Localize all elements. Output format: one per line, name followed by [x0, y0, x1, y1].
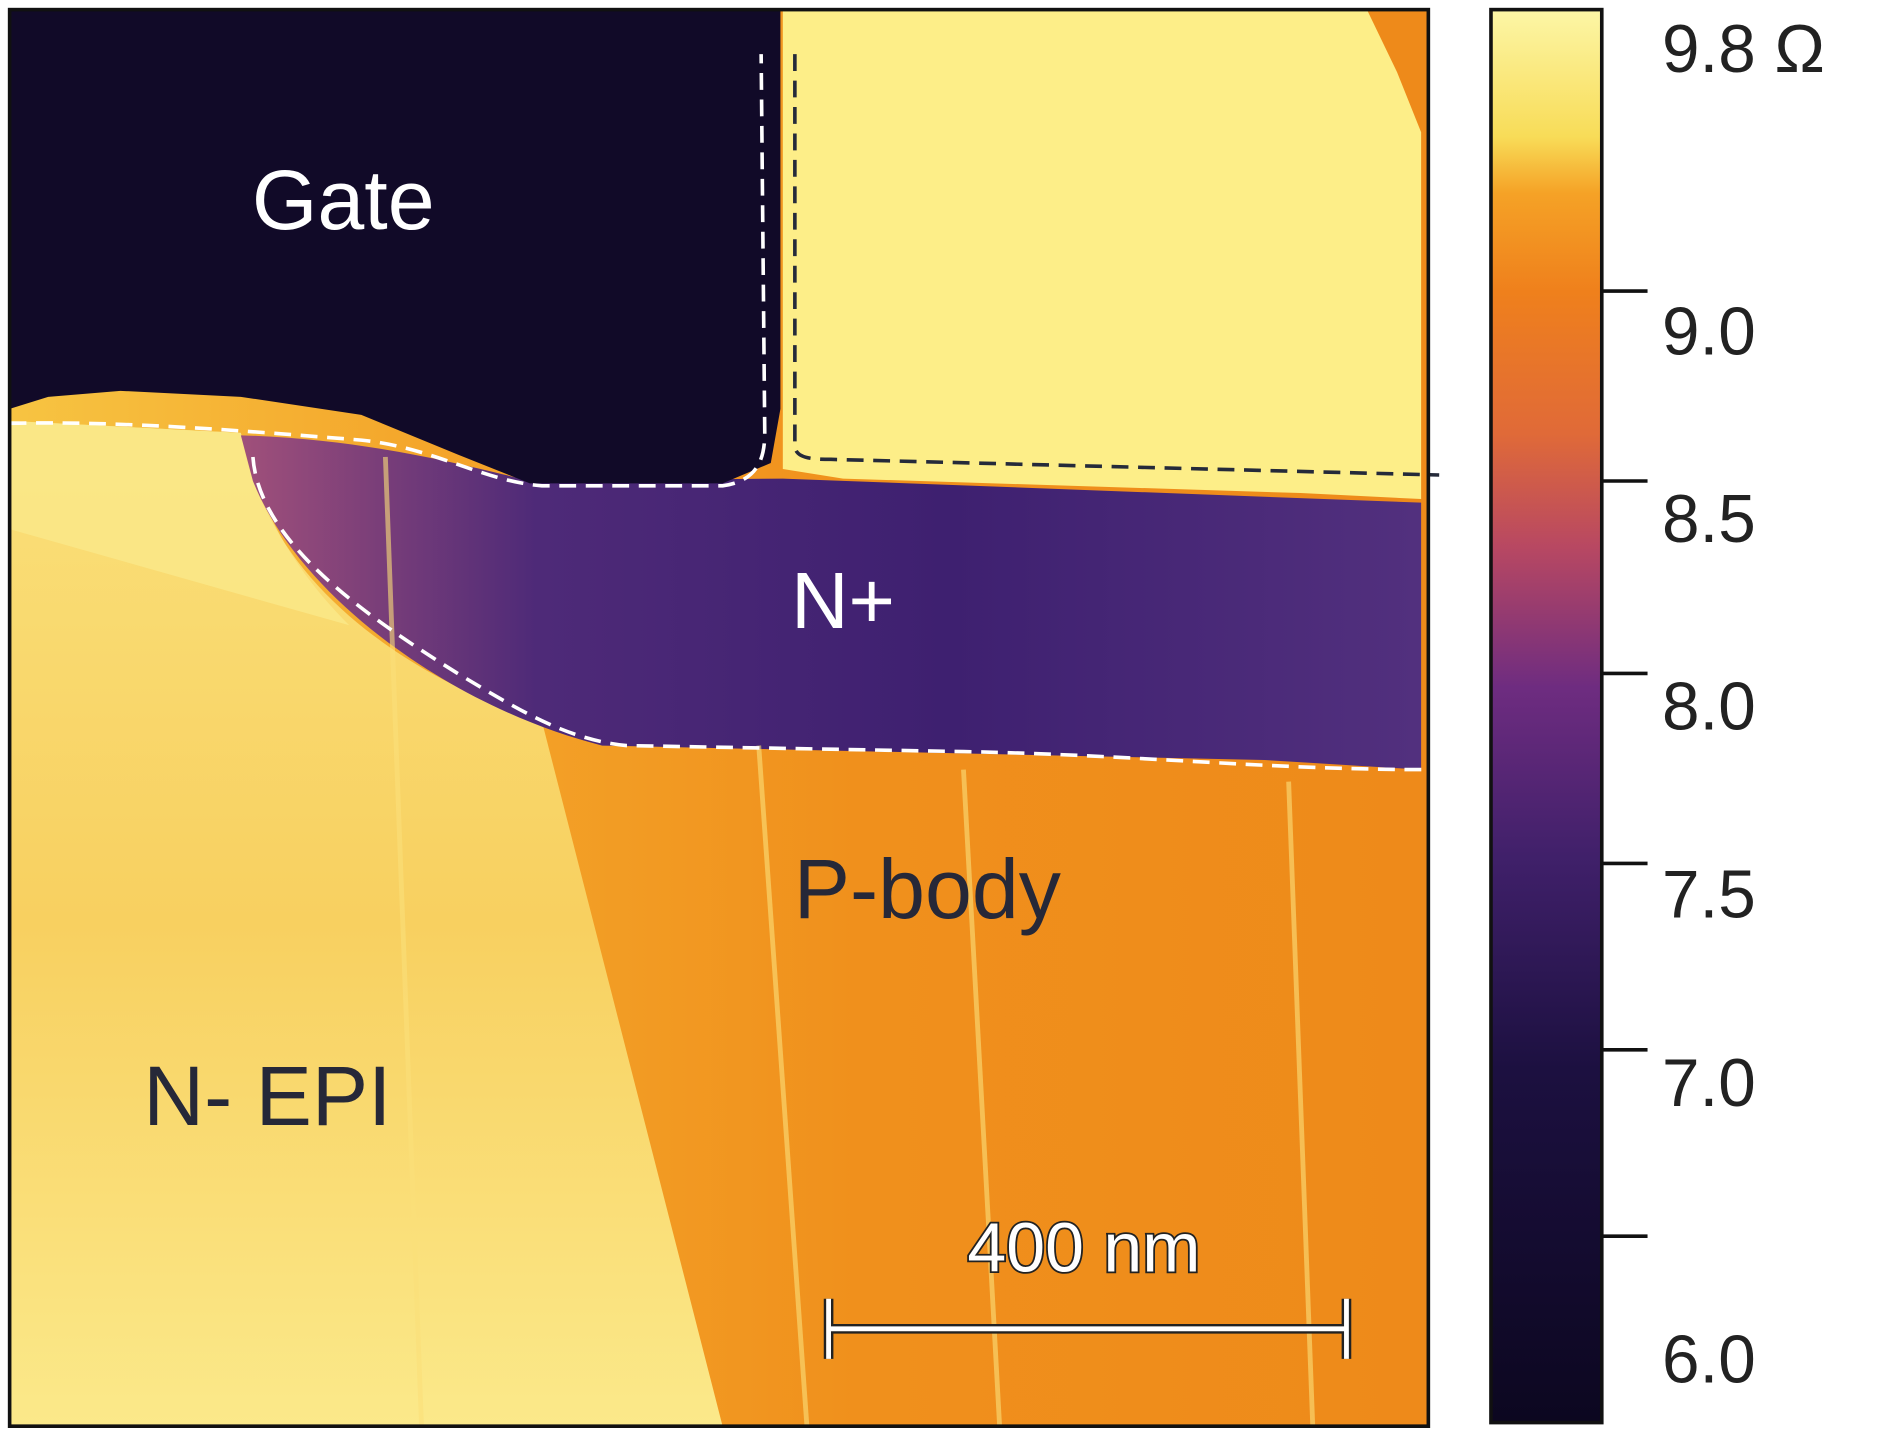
colorbar-label: 7.5: [1662, 857, 1756, 932]
streaks: [382, 456, 1316, 1427]
colorbar: 9.8 Ω 9.0 8.5 8.0 7.5 7.0 6.0: [1489, 7, 1825, 1425]
scale-bar-label: 400 nm: [967, 1208, 1200, 1286]
n-epi-top: [9, 420, 350, 626]
n-epi-label: N- EPI: [143, 1049, 391, 1143]
scale-bar: [826, 1298, 1349, 1359]
gate-label: Gate: [252, 153, 435, 247]
map: Gate N+ P-body N- EPI 400 nm: [7, 7, 1440, 1428]
colorbar-gradient: [1489, 7, 1604, 1425]
map-frame: [7, 7, 1431, 1428]
n-plus-label: N+: [791, 556, 895, 645]
colorbar-label: 6.0: [1662, 1323, 1756, 1398]
colorbar-label: 8.0: [1662, 670, 1756, 745]
colorbar-ticks: [1601, 289, 1648, 1238]
colorbar-labels: 9.8 Ω 9.0 8.5 8.0 7.5 7.0 6.0: [1662, 12, 1825, 1398]
junction-boundary: [251, 456, 1429, 772]
n-plus-area: [240, 435, 1422, 770]
colorbar-label: 7.0: [1662, 1046, 1756, 1121]
colorbar-label: 8.5: [1662, 482, 1756, 557]
colorbar-label: 9.8 Ω: [1662, 12, 1825, 87]
gate-boundary: [9, 54, 767, 488]
contact-boundary: [793, 54, 1440, 477]
colorbar-label: 9.0: [1662, 295, 1756, 370]
n-epi-area: [9, 420, 723, 1427]
gate-area: [9, 9, 781, 484]
p-body-label: P-body: [794, 842, 1061, 936]
contact-area: [782, 9, 1422, 500]
